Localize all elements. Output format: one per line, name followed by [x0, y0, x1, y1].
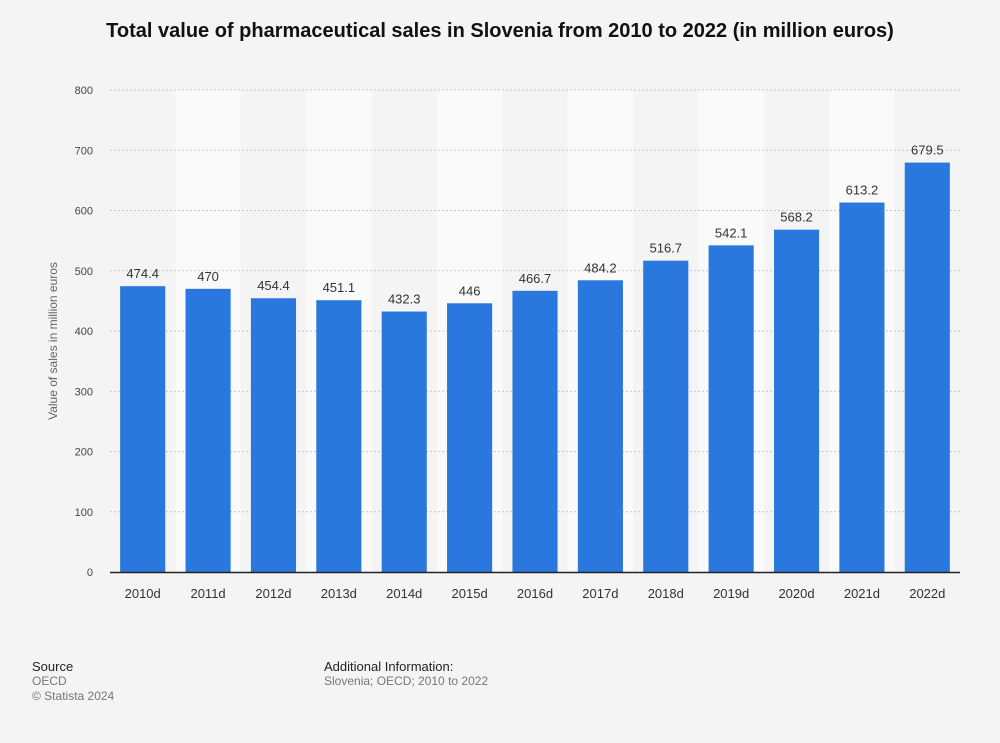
y-tick-label: 800: [75, 85, 93, 97]
data-label: 474.4: [126, 266, 159, 281]
bar-2018d[interactable]: [643, 260, 689, 572]
x-tick-label: 2021d: [844, 586, 880, 601]
additional-info-block: Additional Information: Slovenia; OECD; …: [324, 659, 488, 689]
bar-2016d[interactable]: [512, 290, 558, 572]
bar-2019d[interactable]: [708, 245, 754, 572]
bar-2012d[interactable]: [250, 298, 297, 572]
data-label: 679.5: [911, 143, 944, 158]
source-block: Source OECD © Statista 2024: [32, 659, 114, 704]
data-label: 542.1: [715, 225, 748, 240]
x-tick-label: 2017d: [582, 586, 618, 601]
x-axis-ticks: 2010d 2011d 2012d 2013d 2014d 2015d 2016d 2017d…: [125, 586, 946, 601]
y-tick-label: 100: [75, 507, 93, 519]
bar-2011d[interactable]: [185, 288, 231, 572]
y-tick-label: 200: [75, 447, 93, 459]
x-tick-label: 2019d: [713, 586, 749, 601]
bar-2014d[interactable]: [381, 311, 427, 572]
data-labels: 474.4 470 454.4 451.1 432.3 446 466.7 484.2 516.…: [126, 143, 943, 307]
bar-2013d[interactable]: [316, 300, 362, 572]
data-label: 470: [197, 269, 219, 284]
y-tick-label: 600: [75, 206, 93, 218]
data-label: 516.7: [649, 241, 682, 256]
source-heading: Source: [32, 659, 74, 674]
x-tick-label: 2020d: [778, 586, 814, 601]
x-tick-label: 2015d: [452, 586, 488, 601]
info-heading: Additional Information:: [324, 659, 454, 674]
bar-2017d[interactable]: [577, 280, 623, 572]
data-label: 432.3: [388, 292, 421, 307]
source-name[interactable]: OECD: [32, 674, 67, 688]
x-tick-label: 2022d: [909, 586, 945, 601]
copyright: © Statista 2024: [32, 689, 115, 703]
y-tick-label: 500: [75, 266, 93, 278]
y-tick-label: 300: [75, 386, 93, 398]
data-label: 446: [459, 283, 481, 298]
y-tick-label: 700: [75, 145, 93, 157]
data-label: 466.7: [519, 271, 552, 286]
x-tick-label: 2013d: [321, 586, 357, 601]
bar-2015d[interactable]: [447, 303, 493, 572]
bar-2010d[interactable]: [120, 286, 166, 572]
bar-2022d[interactable]: [904, 162, 950, 572]
info-text: Slovenia; OECD; 2010 to 2022: [324, 674, 489, 688]
data-label: 613.2: [846, 183, 879, 198]
x-tick-label: 2010d: [125, 586, 161, 601]
y-tick-label: 0: [87, 567, 93, 579]
data-label: 454.4: [257, 278, 290, 293]
x-tick-label: 2014d: [386, 586, 422, 601]
y-tick-label: 400: [75, 326, 93, 338]
data-label: 451.1: [323, 280, 356, 295]
x-tick-label: 2016d: [517, 586, 553, 601]
data-label: 484.2: [584, 260, 617, 275]
x-tick-label: 2012d: [255, 586, 291, 601]
y-axis-ticks: 0 100 200 300 400 500 600 700 800: [75, 85, 93, 579]
x-tick-label: 2018d: [648, 586, 684, 601]
y-axis-label: Value of sales in million euros: [46, 262, 60, 420]
chart-title: Total value of pharmaceutical sales in S…: [106, 20, 894, 42]
data-label: 568.2: [780, 210, 813, 225]
bars: [120, 162, 950, 573]
bar-2021d[interactable]: [839, 202, 885, 572]
x-tick-label: 2011d: [190, 586, 225, 601]
bar-2020d[interactable]: [773, 229, 820, 573]
